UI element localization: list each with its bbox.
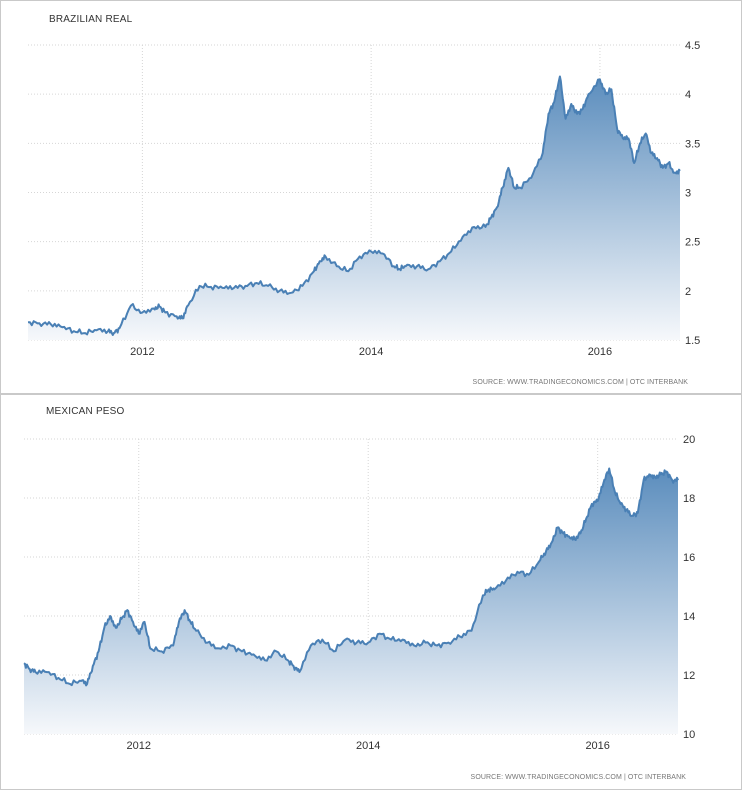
y-tick-label: 3.5 — [685, 138, 700, 150]
y-tick-label: 18 — [683, 493, 695, 505]
brazilian-real-chart-panel: BRAZILIAN REAL 1.5 2 2.5 3 3.5 4 4.5 2012 2014 201… — [0, 0, 742, 394]
y-tick-label: 3 — [685, 188, 691, 200]
brazilian-real-chart: BRAZILIAN REAL 1.5 2 2.5 3 3.5 4 4.5 2012 2014 201… — [27, 14, 700, 386]
y-tick-label: 2 — [685, 286, 691, 298]
x-tick-label: 2012 — [130, 346, 154, 358]
source-note: SOURCE: WWW.TRADINGECONOMICS.COM | OTC I… — [473, 379, 689, 386]
chart-title: BRAZILIAN REAL — [49, 14, 133, 25]
x-tick-label: 2012 — [126, 740, 150, 752]
x-tick-label: 2016 — [588, 346, 612, 358]
chart-title: MEXICAN PESO — [46, 406, 125, 417]
series-area-fill — [24, 468, 678, 734]
y-tick-label: 2.5 — [685, 237, 700, 249]
x-tick-label: 2014 — [359, 346, 383, 358]
source-note: SOURCE: WWW.TRADINGECONOMICS.COM | OTC I… — [471, 774, 687, 781]
mexican-peso-chart: MEXICAN PESO 10 12 14 16 18 20 2012 2014 2016 SOUR… — [23, 406, 695, 781]
y-tick-label: 14 — [683, 611, 695, 623]
y-tick-label: 12 — [683, 670, 695, 682]
x-tick-label: 2014 — [356, 740, 380, 752]
series-line — [23, 467, 679, 687]
y-tick-label: 1.5 — [685, 335, 700, 347]
y-tick-label: 20 — [683, 434, 695, 446]
mexican-peso-chart-panel: MEXICAN PESO 10 12 14 16 18 20 2012 2014 2016 SOUR… — [0, 394, 742, 790]
y-tick-label: 10 — [683, 729, 695, 741]
x-tick-label: 2016 — [585, 740, 609, 752]
series-line — [27, 75, 681, 336]
series-area-fill — [28, 76, 680, 340]
y-tick-label: 4 — [685, 89, 691, 101]
y-tick-label: 16 — [683, 552, 695, 564]
y-tick-label: 4.5 — [685, 40, 700, 52]
